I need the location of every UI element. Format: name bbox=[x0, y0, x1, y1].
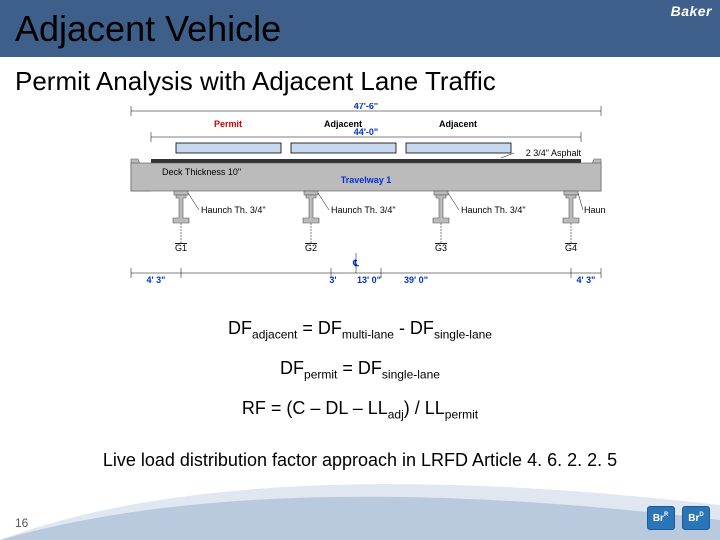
svg-text:4' 3": 4' 3" bbox=[577, 275, 596, 285]
haunch-3: Haunch Th. 3/4" bbox=[461, 205, 526, 215]
centerline-mark: ℄ bbox=[352, 258, 359, 268]
product-logos: BrR BrD bbox=[644, 506, 710, 530]
equation-1: DFadjacent = DFmulti-lane - DFsingle-lan… bbox=[0, 318, 720, 342]
svg-text:G2: G2 bbox=[305, 243, 317, 253]
lane-adj2-label: Adjacent bbox=[439, 119, 477, 129]
svg-text:G1: G1 bbox=[175, 243, 187, 253]
lane-permit-box bbox=[176, 143, 281, 153]
lane-permit-label: Permit bbox=[214, 119, 242, 129]
slide-title: Adjacent Vehicle bbox=[15, 8, 281, 50]
girder-G2: G2 bbox=[303, 191, 319, 253]
footer-note: Live load distribution factor approach i… bbox=[0, 450, 720, 471]
slide-subtitle: Permit Analysis with Adjacent Lane Traff… bbox=[15, 66, 496, 97]
girder-G3: G3 bbox=[433, 191, 449, 253]
logo-brr: BrR bbox=[647, 506, 675, 530]
lane-adj2-box bbox=[406, 143, 511, 153]
bridge-cross-section-diagram: 47'-6" Permit Adjacent Adjacent 44'-0" 2… bbox=[106, 103, 606, 301]
overall-width: 47'-6" bbox=[354, 103, 378, 111]
haunch-4: Haunch bbox=[584, 205, 606, 215]
svg-text:39' 0": 39' 0" bbox=[404, 275, 428, 285]
svg-text:3': 3' bbox=[329, 275, 336, 285]
equation-2: DFpermit = DFsingle-lane bbox=[0, 358, 720, 382]
asphalt-layer bbox=[151, 159, 581, 163]
inner-width: 44'-0" bbox=[354, 127, 378, 137]
svg-text:4' 3": 4' 3" bbox=[147, 275, 166, 285]
svg-text:G3: G3 bbox=[435, 243, 447, 253]
swoosh-decoration bbox=[0, 420, 720, 540]
svg-text:13' 0": 13' 0" bbox=[357, 275, 381, 285]
haunch-1: Haunch Th. 3/4" bbox=[201, 205, 266, 215]
deck-thickness-label: Deck Thickness 10" bbox=[162, 167, 241, 177]
haunch-2: Haunch Th. 3/4" bbox=[331, 205, 396, 215]
girder-G1: G1 bbox=[173, 191, 189, 253]
svg-text:G4: G4 bbox=[565, 243, 577, 253]
slide-number: 16 bbox=[15, 516, 28, 530]
asphalt-label: 2 3/4" Asphalt bbox=[526, 148, 582, 158]
equation-3: RF = (C – DL – LLadj) / LLpermit bbox=[0, 398, 720, 422]
girder-G4: G4 bbox=[563, 191, 579, 253]
travelway-label: Travelway 1 bbox=[341, 175, 392, 185]
lane-adj1-box bbox=[291, 143, 396, 153]
baker-logo: Baker bbox=[671, 3, 712, 19]
logo-brd: BrD bbox=[682, 506, 710, 530]
girders: G1 G2 G3 G4 bbox=[173, 191, 579, 253]
